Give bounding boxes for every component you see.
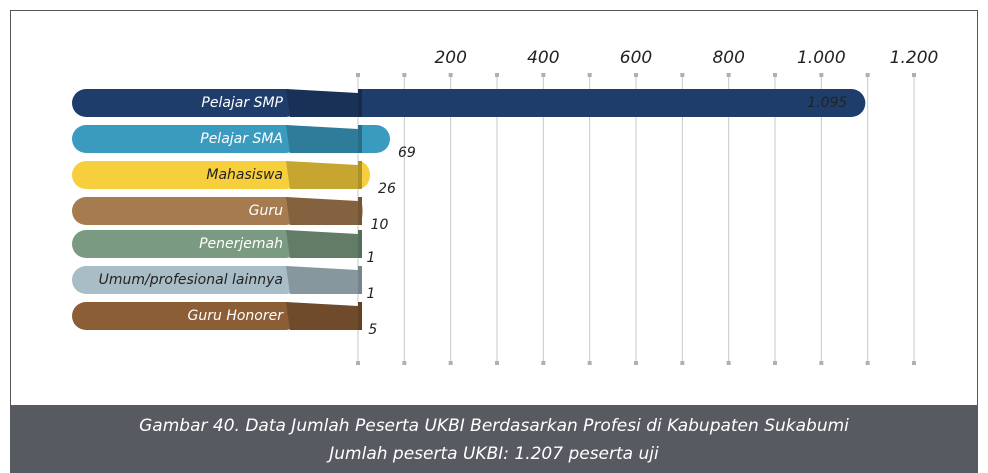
caption-title: Gambar 40. Data Jumlah Peserta UKBI Berd… <box>139 416 849 436</box>
tick-dot <box>773 73 777 77</box>
tick-dot <box>541 361 546 365</box>
x-tick-label: 600 <box>620 48 652 68</box>
category-label: Guru <box>249 203 283 219</box>
category-label: Penerjemah <box>199 236 283 252</box>
tick-dot <box>726 73 731 77</box>
value-label: 26 <box>378 181 396 197</box>
tick-dot <box>865 361 870 365</box>
bar <box>358 125 390 153</box>
category-label: Pelajar SMA <box>200 131 283 147</box>
x-tick-label: 1.000 <box>797 48 846 68</box>
category-pill <box>72 125 300 153</box>
tick-dot <box>773 361 777 365</box>
value-label: 5 <box>368 322 377 338</box>
x-tick-label: 200 <box>434 48 466 68</box>
value-label: 1 <box>366 286 375 302</box>
value-label: 69 <box>398 145 416 161</box>
category-label: Mahasiswa <box>206 167 283 183</box>
connector <box>286 266 358 294</box>
tick-dot <box>819 361 824 365</box>
tick-dot <box>402 73 407 77</box>
category-pill <box>72 230 300 258</box>
tick-dot <box>587 73 592 77</box>
bar-edge <box>358 125 362 153</box>
bar-edge <box>358 89 362 117</box>
caption-subtitle: Jumlah peserta UKBI: 1.207 peserta uji <box>326 444 659 464</box>
category-pill <box>72 302 300 330</box>
connector <box>286 89 358 117</box>
connector <box>286 161 358 189</box>
value-label: 1.095 <box>807 95 847 111</box>
x-tick-label: 800 <box>712 48 744 68</box>
category-label: Umum/profesional lainnya <box>99 272 283 288</box>
tick-dot <box>680 361 685 365</box>
category-pill <box>72 197 300 225</box>
caption-band <box>10 405 978 473</box>
bar-edge <box>358 230 362 258</box>
tick-dot <box>912 73 916 77</box>
category-pill <box>72 161 300 189</box>
tick-dot <box>356 361 360 365</box>
value-label: 1 <box>366 250 375 266</box>
connector <box>286 230 358 258</box>
tick-dot <box>356 73 360 77</box>
tick-dot <box>726 361 731 365</box>
tick-dot <box>541 73 546 77</box>
x-tick-label: 1.200 <box>890 48 939 68</box>
category-label: Pelajar SMP <box>201 95 283 111</box>
x-tick-label: 400 <box>527 48 559 68</box>
tick-dot <box>680 73 685 77</box>
bar-edge <box>358 302 362 330</box>
value-label: 10 <box>371 217 389 233</box>
bar <box>358 89 866 118</box>
bar-edge <box>358 197 362 225</box>
tick-dot <box>819 73 824 77</box>
category-label: Guru Honorer <box>188 308 285 324</box>
connector <box>286 197 358 225</box>
connector <box>286 302 358 330</box>
bar-edge <box>358 161 362 189</box>
category-pill <box>72 266 300 294</box>
tick-dot <box>402 361 407 365</box>
category-pill <box>72 89 300 117</box>
connector <box>286 125 358 153</box>
tick-dot <box>587 361 592 365</box>
tick-dot <box>634 73 638 77</box>
tick-dot <box>448 361 453 365</box>
tick-dot <box>448 73 453 77</box>
tick-dot <box>495 361 499 365</box>
tick-dot <box>634 361 638 365</box>
tick-dot <box>865 73 870 77</box>
tick-dot <box>912 361 916 365</box>
bar-edge <box>358 266 362 294</box>
tick-dot <box>495 73 499 77</box>
